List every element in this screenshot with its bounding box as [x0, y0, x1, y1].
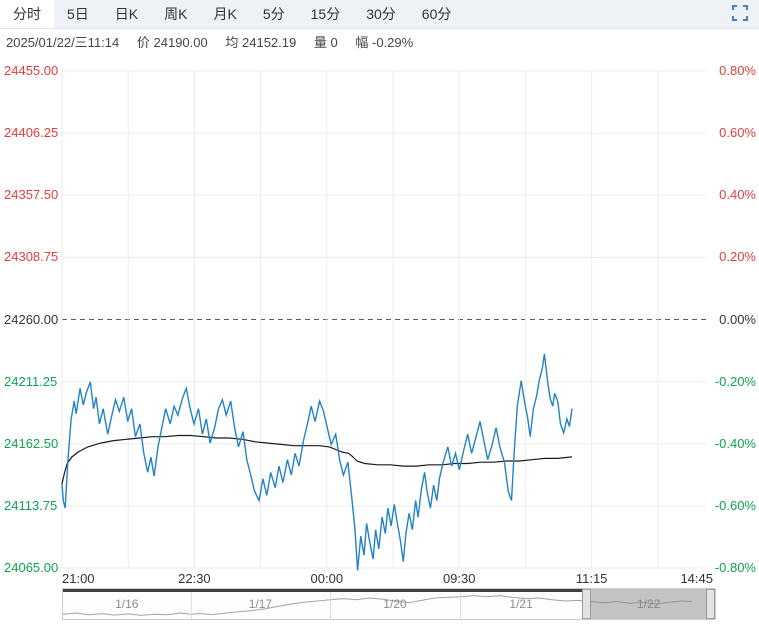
- x-axis-time-label: 21:00: [62, 571, 95, 586]
- info-bar: 2025/01/22/三11:14 价 24190.00 均 24152.19 …: [0, 29, 759, 57]
- navigator-date-label: 1/21: [509, 597, 533, 611]
- y-axis-price-label: 24113.75: [4, 497, 58, 513]
- y-axis-price-label: 24406.25: [4, 125, 59, 141]
- date-navigator[interactable]: 1/16 1/17 1/20 1/21 1/22: [62, 588, 716, 620]
- y-axis-price-label: 24162.50: [4, 435, 59, 451]
- navigator-left-handle[interactable]: [582, 589, 592, 619]
- tab-5-min[interactable]: 5分: [262, 6, 285, 22]
- tab-time-share[interactable]: 分时: [0, 0, 54, 28]
- y-axis-percent-label: -0.80%: [714, 560, 756, 575]
- navigator-section-divider: [330, 589, 332, 619]
- navigator-selection[interactable]: [582, 589, 715, 619]
- x-axis-time-label: 11:15: [575, 571, 608, 586]
- fullscreen-icon: [732, 5, 748, 21]
- y-axis-percent-label: -0.60%: [714, 497, 756, 513]
- y-axis-percent-label: 0.60%: [719, 125, 756, 141]
- y-axis-price-label: 24308.75: [4, 249, 59, 265]
- tab-daily-k[interactable]: 日K: [114, 6, 139, 22]
- navigator-date-label: 1/16: [115, 597, 139, 611]
- navigator-date-label: 1/17: [248, 597, 273, 611]
- x-axis-time-label: 14:45: [680, 571, 713, 586]
- y-axis-price-label: 24211.25: [4, 373, 58, 389]
- fullscreen-button[interactable]: [731, 5, 749, 23]
- navigator-section-divider: [459, 589, 461, 619]
- y-axis-price-label: 24357.50: [4, 187, 59, 203]
- chart-plot-area[interactable]: [62, 60, 706, 568]
- y-axis-percent-label: 0.20%: [719, 249, 756, 265]
- x-axis-time-label: 09:30: [442, 571, 476, 586]
- navigator-date-label: 1/22: [637, 597, 661, 611]
- quote-average: 均 24152.19: [225, 35, 297, 50]
- y-axis-price-label: 24065.00: [4, 560, 59, 575]
- x-axis-time-label: 00:00: [310, 571, 344, 586]
- tab-30-min[interactable]: 30分: [366, 6, 396, 22]
- quote-price: 价 24190.00: [136, 35, 208, 50]
- quote-volume: 量 0: [313, 35, 338, 50]
- y-axis-percent-label: 0.00%: [719, 311, 756, 327]
- y-axis-price-label: 24455.00: [4, 63, 59, 78]
- navigator-right-handle[interactable]: [705, 589, 715, 619]
- tab-bar: 分时 5日 日K 周K 月K 5分 15分 30分 60分: [0, 0, 759, 29]
- navigator-section-divider: [190, 589, 192, 619]
- y-axis-percent-label: -0.40%: [714, 435, 756, 451]
- tab-5-day[interactable]: 5日: [67, 6, 89, 22]
- navigator-date-label: 1/20: [383, 597, 407, 611]
- quote-datetime: 2025/01/22/三11:14: [6, 35, 120, 50]
- x-axis-time-label: 22:30: [178, 571, 211, 586]
- quote-change: 幅 -0.29%: [355, 35, 414, 50]
- y-axis-percent-label: -0.20%: [714, 373, 756, 389]
- navigator-scroll-indicator: [63, 589, 583, 592]
- y-axis-price-label: 24260.00: [4, 311, 59, 327]
- y-axis-percent-label: 0.40%: [719, 187, 756, 203]
- tab-weekly-k[interactable]: 周K: [164, 6, 188, 22]
- y-axis-percent-label: 0.80%: [719, 63, 756, 78]
- tab-monthly-k[interactable]: 月K: [213, 6, 237, 22]
- tab-60-min[interactable]: 60分: [421, 6, 452, 22]
- tab-15-min[interactable]: 15分: [310, 6, 341, 22]
